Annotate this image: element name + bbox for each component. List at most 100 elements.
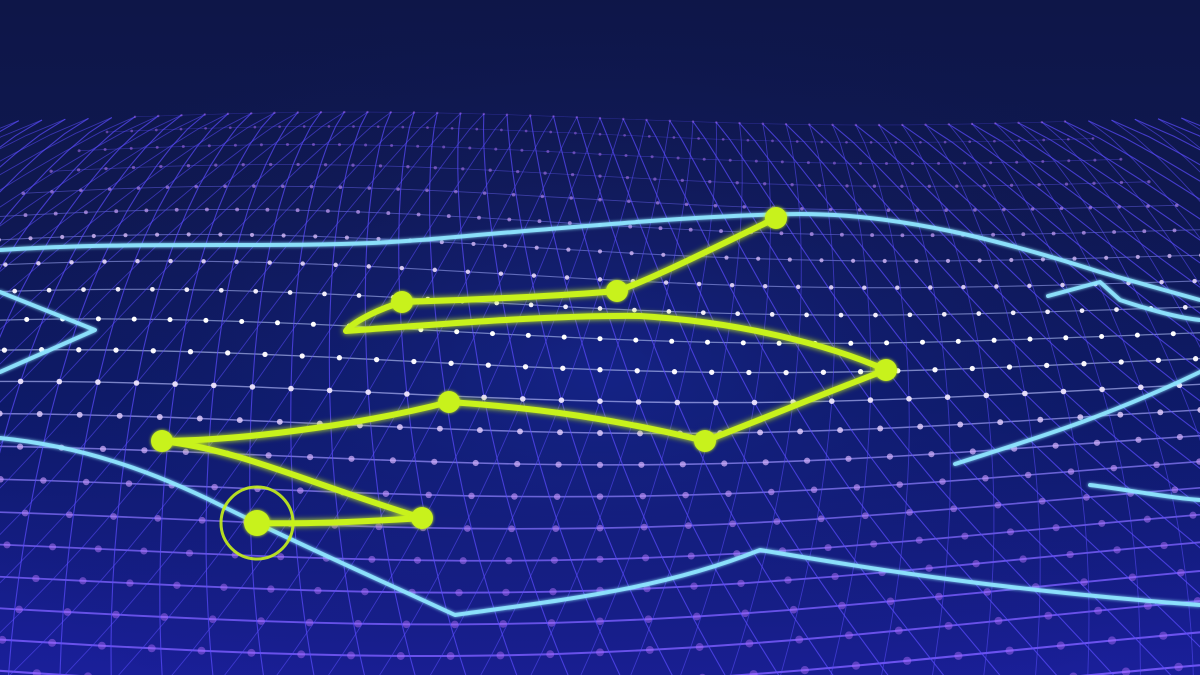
mesh-node [344,235,349,240]
mesh-node [1099,386,1105,393]
mesh-node [989,161,993,165]
mesh-node [597,336,603,342]
mesh-node [286,143,289,146]
mesh-node [446,652,455,660]
mesh-node [1067,159,1071,163]
mesh-node [983,392,990,399]
mesh-node [862,285,867,290]
mesh-node [762,283,768,289]
mesh-node [1060,282,1065,288]
mesh-node [1038,497,1046,505]
contour-line [1088,483,1200,502]
mesh-node [972,560,980,568]
mesh-node [757,429,764,436]
mesh-node [436,425,443,432]
mesh-node [1121,667,1131,675]
mesh-node [95,379,101,385]
mesh-node [76,411,83,418]
mesh-node [740,340,746,346]
mesh-node [661,252,666,257]
mesh-node [596,524,604,532]
mesh-node [103,148,107,151]
mesh-node [475,127,479,131]
mesh-node [1088,205,1093,210]
mesh-node [450,620,459,629]
mesh-node [746,369,752,376]
mesh-node [572,151,576,155]
contour-line [0,436,1200,617]
mesh-node [114,209,119,214]
mesh-node [496,651,505,660]
mesh-node [60,234,65,240]
mesh-node [780,160,784,164]
mesh-node [225,350,231,356]
mesh-node [640,523,648,531]
mesh-node [873,312,878,318]
mesh-node [941,311,947,317]
mesh-node [1063,120,1067,123]
mesh-node [596,461,604,468]
mesh-node [514,460,521,468]
mesh-node [352,125,355,128]
mesh-node [623,133,626,137]
mesh-node [468,492,475,500]
mesh-node [742,205,746,209]
mesh-node [828,207,833,212]
mesh-node [226,112,230,116]
terrain-contour-lines [0,212,1200,617]
mesh-node [508,525,515,533]
mesh-node [724,255,729,260]
mesh-node [668,119,671,123]
mesh-node [281,184,285,189]
mesh-node [1005,646,1014,655]
mesh-node [233,143,237,147]
mesh-node [21,509,29,517]
mesh-node [194,184,198,189]
mesh-node [1135,436,1142,443]
mesh-node [945,258,951,263]
mesh-node [333,262,338,268]
mesh-node [472,459,479,467]
mesh-node [719,229,723,234]
mesh-node [810,486,818,494]
mesh-node [663,280,669,285]
mesh-column-line [1111,119,1200,202]
mesh-node [877,123,881,127]
mesh-node [721,138,725,141]
mesh-node [1072,256,1077,261]
mesh-node [831,572,839,581]
mesh-node [973,208,977,212]
mesh-node [555,461,562,468]
mesh-node [598,197,602,202]
mesh-node [598,174,602,178]
mesh-node [203,113,206,116]
mesh-node [935,592,943,601]
mesh-node [347,651,355,660]
mesh-node [735,311,741,317]
mesh-node [596,555,604,563]
mesh-row-line [0,570,1200,626]
mesh-node [267,585,275,593]
mesh-node [982,475,989,482]
mesh-node [857,208,862,212]
mesh-node [690,582,698,590]
mesh-node [800,665,809,675]
mesh-node [761,122,764,125]
mesh-node [1017,139,1021,142]
mesh-node [566,247,571,252]
mesh-node [123,233,128,238]
mesh-node [957,421,964,428]
mesh-node [597,430,603,436]
mesh-node [156,414,163,420]
mesh-node [17,378,24,385]
mesh-node [300,261,305,266]
mesh-node [511,192,516,197]
mesh-node [598,152,602,156]
mesh-node [529,114,532,117]
mesh-node [524,129,528,133]
mesh-node [150,348,156,354]
mesh-node [1040,257,1045,262]
mesh-node [1044,611,1053,620]
mesh-node [695,643,704,651]
mesh-node [672,136,676,139]
